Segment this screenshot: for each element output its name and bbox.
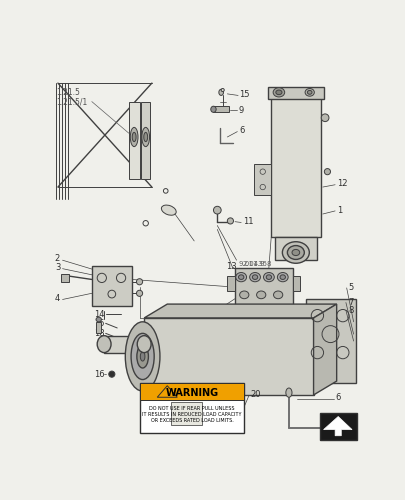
- Ellipse shape: [256, 291, 265, 298]
- Bar: [213, 106, 228, 112]
- Text: 18: 18: [94, 329, 104, 338]
- Text: 1: 1: [336, 206, 341, 214]
- Bar: [319, 412, 356, 440]
- Text: 8: 8: [347, 306, 353, 315]
- Ellipse shape: [143, 132, 147, 141]
- Ellipse shape: [161, 205, 176, 215]
- Ellipse shape: [109, 371, 115, 377]
- Ellipse shape: [213, 206, 221, 214]
- Ellipse shape: [291, 250, 299, 256]
- Text: 3: 3: [55, 264, 60, 272]
- Ellipse shape: [218, 90, 223, 96]
- Text: 13: 13: [226, 262, 237, 271]
- Text: 15: 15: [94, 319, 104, 328]
- Text: 15: 15: [238, 90, 249, 99]
- Ellipse shape: [252, 275, 257, 280]
- Bar: [292, 276, 300, 291]
- Ellipse shape: [130, 128, 138, 146]
- Ellipse shape: [277, 272, 288, 282]
- Ellipse shape: [137, 336, 151, 352]
- Polygon shape: [313, 304, 336, 395]
- Polygon shape: [305, 298, 355, 384]
- Polygon shape: [92, 266, 132, 306]
- Ellipse shape: [239, 291, 248, 298]
- Text: IT RESULTS IN REDUCED LOAD CAPACITY: IT RESULTS IN REDUCED LOAD CAPACITY: [142, 412, 241, 416]
- Ellipse shape: [285, 388, 291, 398]
- Text: 4: 4: [55, 294, 60, 303]
- Text: 9: 9: [238, 106, 243, 114]
- Ellipse shape: [227, 218, 233, 224]
- Ellipse shape: [324, 168, 330, 174]
- Ellipse shape: [235, 272, 246, 282]
- Text: OR EXCEEDS RATED LOAD LIMITS.: OR EXCEEDS RATED LOAD LIMITS.: [150, 418, 233, 423]
- Ellipse shape: [273, 291, 282, 298]
- Text: 1.21.5: 1.21.5: [56, 88, 80, 97]
- Text: 7: 7: [347, 298, 353, 307]
- Text: 1.21.5/1: 1.21.5/1: [56, 97, 87, 106]
- Ellipse shape: [140, 352, 145, 361]
- Polygon shape: [234, 268, 292, 306]
- Bar: [171, 402, 201, 425]
- Ellipse shape: [131, 334, 154, 380]
- Text: 2: 2: [55, 254, 60, 263]
- Ellipse shape: [136, 290, 142, 296]
- Ellipse shape: [96, 317, 101, 322]
- Polygon shape: [128, 102, 140, 180]
- Ellipse shape: [141, 128, 149, 146]
- Ellipse shape: [304, 88, 313, 96]
- Ellipse shape: [136, 345, 148, 368]
- Text: 6: 6: [334, 393, 340, 402]
- Text: 9.004358: 9.004358: [237, 261, 271, 267]
- Polygon shape: [144, 304, 336, 318]
- Polygon shape: [267, 87, 324, 99]
- Polygon shape: [157, 386, 177, 398]
- Text: WARNING: WARNING: [165, 388, 218, 398]
- Text: DO NOT USE IF REAR PULL UNLESS: DO NOT USE IF REAR PULL UNLESS: [149, 406, 234, 410]
- Text: 2.11.9: 2.11.9: [242, 261, 264, 267]
- Ellipse shape: [263, 272, 274, 282]
- Ellipse shape: [279, 275, 285, 280]
- Text: 14: 14: [94, 310, 104, 318]
- Ellipse shape: [125, 322, 160, 391]
- Ellipse shape: [97, 336, 111, 352]
- Text: 20: 20: [250, 390, 260, 400]
- Ellipse shape: [275, 90, 281, 94]
- Bar: [140, 384, 244, 434]
- Bar: [227, 276, 234, 291]
- Ellipse shape: [282, 242, 309, 264]
- Bar: [96, 322, 101, 332]
- Ellipse shape: [132, 132, 136, 141]
- Ellipse shape: [287, 246, 304, 260]
- Bar: [254, 164, 271, 194]
- Ellipse shape: [136, 278, 142, 285]
- Ellipse shape: [249, 272, 260, 282]
- Bar: [104, 336, 144, 352]
- Ellipse shape: [238, 275, 243, 280]
- Polygon shape: [271, 94, 320, 237]
- Polygon shape: [141, 102, 150, 180]
- Ellipse shape: [221, 88, 224, 92]
- Text: 6: 6: [238, 126, 244, 136]
- Bar: [61, 274, 68, 282]
- Text: 5: 5: [347, 282, 353, 292]
- Polygon shape: [144, 318, 313, 395]
- Ellipse shape: [266, 275, 271, 280]
- Text: 16: 16: [94, 370, 104, 378]
- Polygon shape: [323, 416, 351, 436]
- Text: 11: 11: [242, 217, 253, 226]
- Ellipse shape: [307, 90, 311, 94]
- Ellipse shape: [273, 88, 284, 97]
- Ellipse shape: [320, 114, 328, 122]
- Text: 12: 12: [336, 178, 346, 188]
- Ellipse shape: [210, 106, 215, 112]
- Polygon shape: [275, 237, 317, 260]
- Bar: [140, 384, 244, 400]
